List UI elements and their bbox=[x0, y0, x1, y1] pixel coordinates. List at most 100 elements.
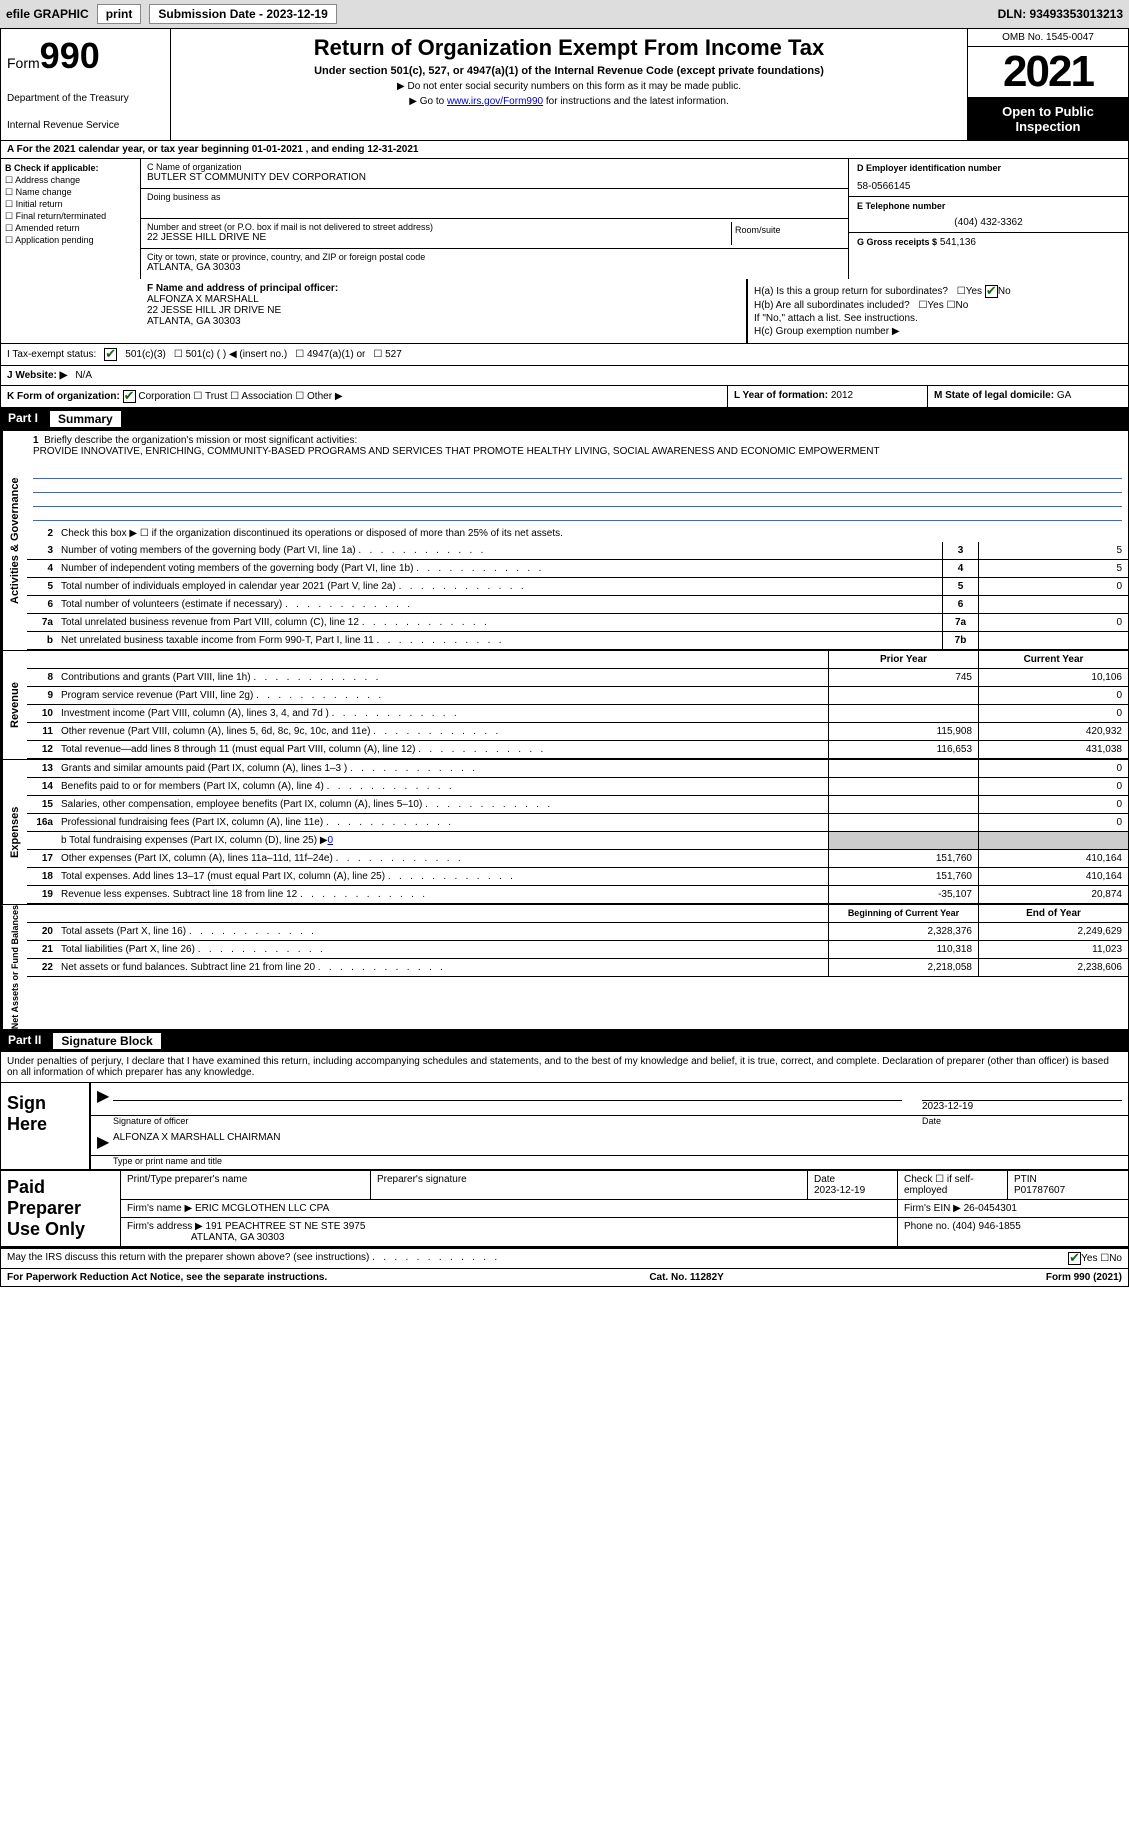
corp-check[interactable] bbox=[123, 390, 136, 403]
summary-line: 18Total expenses. Add lines 13–17 (must … bbox=[27, 868, 1128, 886]
summary-line: 7aTotal unrelated business revenue from … bbox=[27, 614, 1128, 632]
row-k-org-form: K Form of organization: Corporation ☐ Tr… bbox=[0, 386, 1129, 408]
summary-line: 6Total number of volunteers (estimate if… bbox=[27, 596, 1128, 614]
bottom-line: For Paperwork Reduction Act Notice, see … bbox=[0, 1269, 1129, 1287]
form-number: Form990 bbox=[7, 35, 164, 77]
summary-line: 5Total number of individuals employed in… bbox=[27, 578, 1128, 596]
irs-link[interactable]: www.irs.gov/Form990 bbox=[447, 96, 543, 107]
sidebar-expenses: Expenses bbox=[1, 760, 27, 904]
col-current-year: Current Year bbox=[978, 651, 1128, 668]
city-state-zip: ATLANTA, GA 30303 bbox=[147, 262, 842, 273]
opt-address-change[interactable]: ☐ Address change bbox=[5, 175, 136, 186]
firm-phone: (404) 946-1855 bbox=[952, 1221, 1020, 1232]
phone-value: (404) 432-3362 bbox=[857, 217, 1120, 228]
part-i-header: Part I Summary bbox=[0, 408, 1129, 430]
preparer-name-label: Print/Type preparer's name bbox=[121, 1171, 371, 1199]
ein-label: D Employer identification number bbox=[857, 163, 1120, 173]
summary-line: 4Number of independent voting members of… bbox=[27, 560, 1128, 578]
ssn-note: ▶ Do not enter social security numbers o… bbox=[181, 81, 957, 92]
opt-final-return[interactable]: ☐ Final return/terminated bbox=[5, 211, 136, 222]
h-note: If "No," attach a list. See instructions… bbox=[754, 313, 1122, 324]
org-name-label: C Name of organization bbox=[147, 162, 842, 172]
summary-line: 16aProfessional fundraising fees (Part I… bbox=[27, 814, 1128, 832]
sidebar-revenue: Revenue bbox=[1, 651, 27, 759]
ptin-value: P01787607 bbox=[1014, 1185, 1065, 1196]
summary-expenses: Expenses 13Grants and similar amounts pa… bbox=[0, 760, 1129, 905]
fundraising-link[interactable]: 0 bbox=[328, 835, 334, 846]
hc-question: H(c) Group exemption number ▶ bbox=[754, 326, 1122, 337]
mission-label: Briefly describe the organization's miss… bbox=[44, 435, 357, 446]
form-header: Form990 Department of the Treasury Inter… bbox=[0, 28, 1129, 141]
irs-label: Internal Revenue Service bbox=[7, 120, 164, 131]
opt-application-pending[interactable]: ☐ Application pending bbox=[5, 235, 136, 246]
col-end-year: End of Year bbox=[978, 905, 1128, 922]
org-name: BUTLER ST COMMUNITY DEV CORPORATION bbox=[147, 172, 842, 183]
ha-no-check[interactable] bbox=[985, 285, 998, 298]
form-subtitle: Under section 501(c), 527, or 4947(a)(1)… bbox=[181, 65, 957, 77]
phone-label: E Telephone number bbox=[857, 201, 1120, 211]
firm-address: 191 PEACHTREE ST NE STE 3975 bbox=[206, 1221, 366, 1232]
discuss-yes-check[interactable] bbox=[1068, 1252, 1081, 1265]
dept-treasury: Department of the Treasury bbox=[7, 93, 164, 104]
mission-text: PROVIDE INNOVATIVE, ENRICHING, COMMUNITY… bbox=[33, 446, 880, 457]
firm-city: ATLANTA, GA 30303 bbox=[191, 1232, 285, 1243]
opt-amended-return[interactable]: ☐ Amended return bbox=[5, 223, 136, 234]
officer-addr1: 22 JESSE HILL JR DRIVE NE bbox=[147, 305, 281, 316]
row-i-tax-status: I Tax-exempt status: 501(c)(3) ☐ 501(c) … bbox=[0, 344, 1129, 366]
summary-line: 10Investment income (Part VIII, column (… bbox=[27, 705, 1128, 723]
firm-name: ERIC MCGLOTHEN LLC CPA bbox=[195, 1203, 329, 1214]
summary-line: 21Total liabilities (Part X, line 26)110… bbox=[27, 941, 1128, 959]
sidebar-net-assets: Net Assets or Fund Balances bbox=[1, 905, 27, 1029]
summary-line: 9Program service revenue (Part VIII, lin… bbox=[27, 687, 1128, 705]
type-name-label: Type or print name and title bbox=[113, 1156, 222, 1166]
arrow-icon: ▶ bbox=[97, 1086, 113, 1112]
efile-label: efile GRAPHIC bbox=[6, 7, 89, 21]
pra-notice: For Paperwork Reduction Act Notice, see … bbox=[7, 1272, 327, 1283]
summary-line: 17Other expenses (Part IX, column (A), l… bbox=[27, 850, 1128, 868]
summary-revenue: Revenue Prior Year Current Year 8Contrib… bbox=[0, 651, 1129, 760]
gross-receipts-value: 541,136 bbox=[940, 237, 976, 248]
summary-line: 12Total revenue—add lines 8 through 11 (… bbox=[27, 741, 1128, 759]
opt-name-change[interactable]: ☐ Name change bbox=[5, 187, 136, 198]
date-label: Date bbox=[922, 1116, 1122, 1126]
summary-net-assets: Net Assets or Fund Balances Beginning of… bbox=[0, 905, 1129, 1030]
summary-line: 11Other revenue (Part VIII, column (A), … bbox=[27, 723, 1128, 741]
dba-label: Doing business as bbox=[147, 192, 842, 202]
sign-here-label: Sign Here bbox=[1, 1083, 91, 1169]
officer-name: ALFONZA X MARSHALL bbox=[147, 294, 259, 305]
print-button[interactable]: print bbox=[97, 4, 142, 24]
tax-year: 2021 bbox=[968, 47, 1128, 98]
part-ii-header: Part II Signature Block bbox=[0, 1030, 1129, 1052]
summary-line: 22Net assets or fund balances. Subtract … bbox=[27, 959, 1128, 977]
room-suite-label: Room/suite bbox=[732, 222, 842, 245]
501c3-check[interactable] bbox=[104, 348, 117, 361]
cat-no: Cat. No. 11282Y bbox=[649, 1272, 723, 1283]
ein-value: 58-0566145 bbox=[857, 181, 1120, 192]
addr-label: Number and street (or P.O. box if mail i… bbox=[147, 222, 731, 232]
sidebar-activities: Activities & Governance bbox=[1, 431, 27, 650]
goto-note: ▶ Go to www.irs.gov/Form990 for instruct… bbox=[181, 96, 957, 107]
officer-label: F Name and address of principal officer: bbox=[147, 283, 338, 294]
row-j-website: J Website: ▶ N/A bbox=[0, 366, 1129, 386]
col-beginning-year: Beginning of Current Year bbox=[828, 905, 978, 922]
hb-question: H(b) Are all subordinates included? ☐Yes… bbox=[754, 300, 1122, 311]
ha-question: H(a) Is this a group return for subordin… bbox=[754, 285, 1122, 298]
officer-addr2: ATLANTA, GA 30303 bbox=[147, 316, 241, 327]
omb-number: OMB No. 1545-0047 bbox=[968, 29, 1128, 47]
col-b-header: B Check if applicable: bbox=[5, 163, 136, 173]
summary-line: 14Benefits paid to or for members (Part … bbox=[27, 778, 1128, 796]
top-bar: efile GRAPHIC print Submission Date - 20… bbox=[0, 0, 1129, 28]
officer-name-title: ALFONZA X MARSHALL CHAIRMAN bbox=[113, 1132, 280, 1152]
opt-initial-return[interactable]: ☐ Initial return bbox=[5, 199, 136, 210]
summary-line: 3Number of voting members of the governi… bbox=[27, 542, 1128, 560]
row-a-calendar-year: A For the 2021 calendar year, or tax yea… bbox=[0, 141, 1129, 159]
dln-label: DLN: 93493353013213 bbox=[998, 7, 1123, 21]
form-footer: Form 990 (2021) bbox=[1046, 1272, 1122, 1283]
preparer-sig-label: Preparer's signature bbox=[371, 1171, 808, 1199]
arrow-icon: ▶ bbox=[97, 1132, 113, 1152]
self-employed-check[interactable]: Check ☐ if self-employed bbox=[898, 1171, 1008, 1199]
signature-block: Under penalties of perjury, I declare th… bbox=[0, 1052, 1129, 1247]
summary-activities: Activities & Governance 1 Briefly descri… bbox=[0, 430, 1129, 651]
form-title: Return of Organization Exempt From Incom… bbox=[181, 35, 957, 61]
line-16b: b Total fundraising expenses (Part IX, c… bbox=[57, 832, 828, 849]
